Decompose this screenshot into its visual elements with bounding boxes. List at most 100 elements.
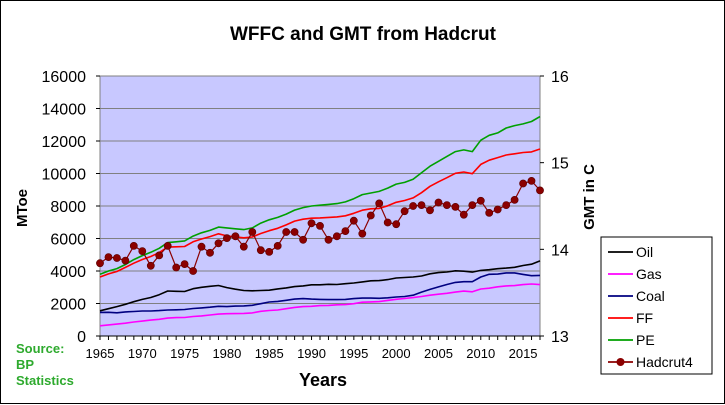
legend-marker-hadcrut4 [616,358,625,366]
data-point-hadcrut4 [299,235,307,244]
data-point-hadcrut4 [400,207,409,216]
y-tick-label: 12000 [42,134,87,151]
data-point-hadcrut4 [256,246,265,255]
data-point-hadcrut4 [527,176,536,185]
data-point-hadcrut4 [332,232,341,241]
x-tick-label: 1995 [339,346,368,361]
series-line-gas [99,283,541,327]
series-line-pe [99,115,541,276]
x-axis-label: Years [299,370,347,390]
data-point-hadcrut4 [341,227,350,235]
data-point-hadcrut4 [155,251,164,260]
y-tick-label: 4000 [50,264,86,281]
data-point-hadcrut4 [96,259,104,268]
x-tick-label: 2000 [382,346,411,361]
data-point-hadcrut4 [239,242,248,251]
data-point-hadcrut4 [485,208,494,217]
y2-axis-ticks: 13 14 15 16 [540,69,569,346]
x-tick-label: 2005 [424,346,453,361]
data-point-hadcrut4 [265,247,274,256]
data-point-hadcrut4 [409,202,417,210]
data-point-hadcrut4 [392,220,401,229]
data-point-hadcrut4 [222,234,231,242]
data-point-hadcrut4 [138,247,147,255]
data-point-hadcrut4 [493,205,502,214]
y-tick-label: 2000 [50,297,86,314]
y-tick-label: 6000 [50,232,86,249]
data-point-hadcrut4 [231,232,240,241]
x-axis-ticks: 1965 1970 1975 1980 1985 1990 1995 2000 2005 2010… [86,336,541,361]
data-point-hadcrut4 [426,206,434,215]
y2-tick-label: 13 [551,329,569,346]
data-point-hadcrut4 [163,241,172,250]
data-point-hadcrut4 [502,201,511,209]
y-axis-ticks: 0 2000 4000 6000 8000 10000 12000 14000 16000 [42,69,100,346]
data-point-hadcrut4 [121,256,130,265]
series-line-ff [99,148,541,278]
y-axis-label: MToe [14,189,31,227]
x-tick-label: 1980 [212,346,241,361]
data-point-hadcrut4 [375,199,384,208]
data-point-hadcrut4 [358,229,367,238]
x-tick-label: 1990 [297,346,326,361]
data-point-hadcrut4 [197,242,206,251]
data-point-hadcrut4 [536,186,544,195]
data-point-hadcrut4 [248,228,257,236]
data-point-hadcrut4 [214,239,223,248]
data-point-hadcrut4 [316,221,324,230]
data-point-hadcrut4 [307,219,316,228]
y-tick-label: 0 [77,329,86,346]
x-tick-label: 2010 [466,346,495,361]
source-note: Source: BP Statistics [16,341,74,388]
data-point-hadcrut4 [349,216,358,225]
data-point-hadcrut4 [366,211,375,220]
data-point-hadcrut4 [273,241,282,250]
x-tick-label: 1965 [86,346,115,361]
data-point-hadcrut4 [459,210,468,219]
data-point-hadcrut4 [129,241,138,250]
legend-items: Oil Gas Coal FF PE Hadcrut4 [608,244,693,370]
legend-label-ff: FF [636,310,653,326]
y-tick-label: 8000 [50,199,86,216]
data-point-hadcrut4 [104,253,113,261]
data-point-hadcrut4 [442,201,451,209]
y2-tick-label: 16 [551,69,569,86]
data-point-hadcrut4 [468,201,477,209]
x-tick-label: 1975 [170,346,199,361]
series-layer [96,115,544,327]
data-point-hadcrut4 [451,202,460,211]
legend-box [600,236,713,375]
legend: Oil Gas Coal FF PE Hadcrut4 [600,236,713,375]
y-tick-label: 10000 [42,167,87,184]
legend-label-coal: Coal [636,288,665,304]
y2-tick-label: 14 [551,242,569,259]
series-line-coal [99,272,541,314]
data-point-hadcrut4 [519,179,527,188]
data-point-hadcrut4 [172,263,181,272]
data-point-hadcrut4 [434,198,443,207]
data-point-hadcrut4 [282,228,291,236]
data-point-hadcrut4 [476,196,485,205]
data-point-hadcrut4 [383,218,392,227]
series-line-oil [99,260,541,312]
x-tick-label: 1970 [128,346,157,361]
data-point-hadcrut4 [417,201,426,209]
legend-label-pe: PE [636,332,655,348]
data-point-hadcrut4 [189,267,197,275]
legend-label-oil: Oil [636,244,653,260]
data-point-hadcrut4 [324,235,333,244]
source-line-2: BP [16,357,34,372]
data-point-hadcrut4 [180,260,189,268]
data-point-hadcrut4 [146,261,155,270]
source-line-3: Statistics [16,373,74,388]
chart-title: WFFC and GMT from Hadcrut [230,24,497,45]
y2-tick-label: 15 [551,156,569,173]
y-tick-label: 16000 [42,69,87,86]
data-point-hadcrut4 [290,228,299,236]
data-point-hadcrut4 [206,248,214,257]
x-tick-label: 1985 [255,346,284,361]
legend-label-hadcrut4: Hadcrut4 [636,354,693,370]
y-tick-label: 14000 [42,102,87,119]
